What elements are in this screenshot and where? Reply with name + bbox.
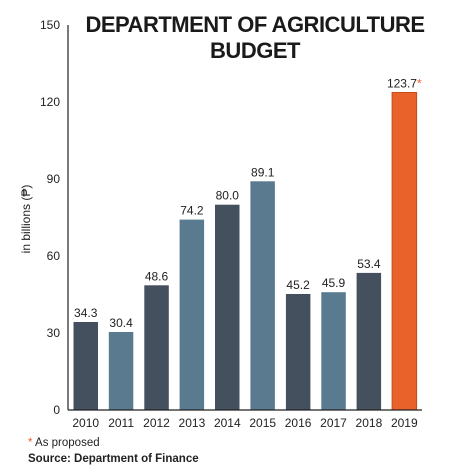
chart-title-line-1: DEPARTMENT OF AGRICULTURE (85, 12, 424, 37)
x-tick-label: 2013 (179, 416, 206, 430)
data-label-2019: 123.7* (387, 77, 422, 91)
bar-2015 (250, 181, 275, 410)
x-tick-label: 2012 (143, 416, 170, 430)
x-tick-label: 2015 (249, 416, 276, 430)
data-label-2011: 30.4 (109, 316, 133, 330)
x-tick-label: 2019 (391, 416, 418, 430)
bar-2012 (144, 285, 169, 410)
y-axis-label: in billions (₱) (19, 185, 33, 254)
bar-2016 (285, 294, 311, 410)
bars-group (73, 92, 418, 411)
footnote-proposed: * As proposed (28, 437, 100, 449)
y-tick-label: 30 (47, 326, 61, 340)
data-label-2014: 80.0 (216, 189, 240, 203)
data-label-2013: 74.2 (180, 204, 204, 218)
proposed-star: * (417, 77, 422, 91)
y-tick-label: 120 (40, 95, 60, 109)
data-label-2016: 45.2 (286, 278, 310, 292)
x-axis-ticks: 2010 2011 2012 2013 2014 2015 2016 2017 2018 2019 (72, 416, 418, 430)
bar-2018 (356, 272, 382, 410)
data-label-2018: 53.4 (357, 257, 381, 271)
bar-2013 (179, 219, 205, 410)
bar-2011 (108, 332, 134, 410)
x-tick-label: 2016 (285, 416, 312, 430)
chart-title-line-2: BUDGET (210, 38, 301, 63)
x-tick-label: 2011 (108, 416, 134, 430)
bar-2010 (73, 322, 98, 410)
data-label-2012: 48.6 (145, 269, 169, 283)
y-tick-label: 60 (47, 249, 61, 263)
bar-2019 (391, 92, 418, 411)
data-label-2010: 34.3 (74, 306, 98, 320)
data-label-2017: 45.9 (322, 276, 346, 290)
data-label-2015: 89.1 (251, 165, 275, 179)
x-tick-label: 2014 (214, 416, 241, 430)
x-tick-label: 2010 (72, 416, 99, 430)
footnote-star: * (28, 437, 33, 449)
bar-2014 (215, 204, 240, 410)
y-tick-label: 90 (47, 172, 61, 186)
bar-2017 (321, 292, 346, 410)
footnote-text: As proposed (35, 437, 100, 449)
y-tick-label: 0 (53, 403, 60, 417)
y-axis-ticks: 0 30 60 90 120 150 (40, 18, 60, 417)
x-tick-label: 2017 (320, 416, 347, 430)
data-labels-group: 34.3 30.4 48.6 74.2 80.0 89.1 45.2 45.9 53.4 123.… (74, 77, 422, 331)
source-note: Source: Department of Finance (28, 453, 199, 465)
y-tick-label: 150 (40, 18, 60, 32)
x-tick-label: 2018 (356, 416, 383, 430)
